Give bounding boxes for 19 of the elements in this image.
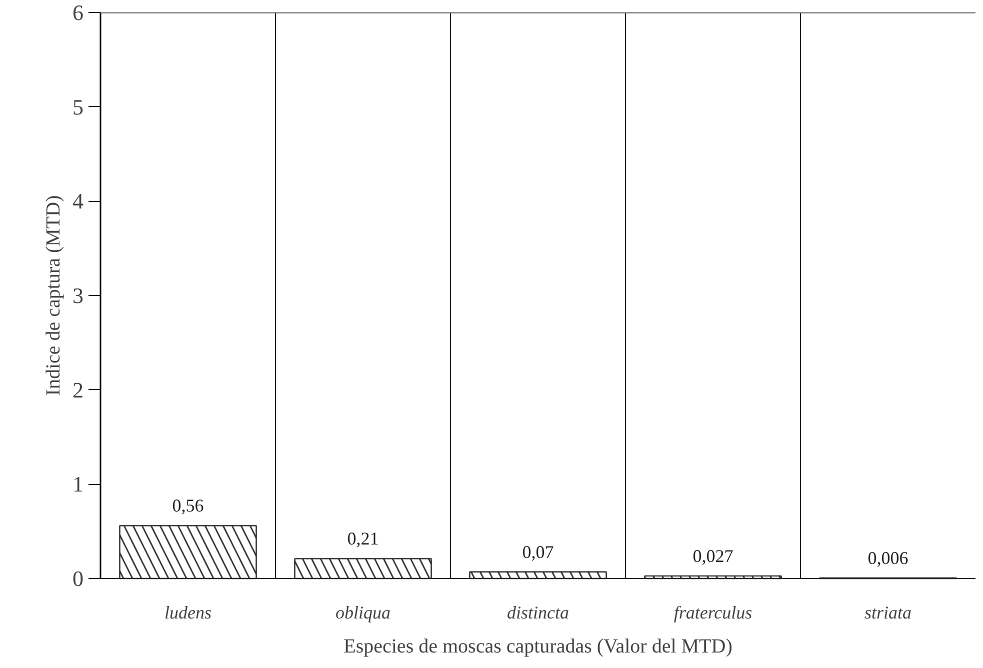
data-label: 0,006 — [868, 548, 908, 568]
y-tick-label: 5 — [72, 94, 84, 120]
x-tick-label: distincta — [507, 602, 569, 622]
y-tick-label: 0 — [72, 566, 84, 591]
y-axis-title: Indice de captura (MTD) — [42, 195, 64, 396]
x-tick-label: fraterculus — [674, 602, 752, 622]
x-tick-label: ludens — [164, 602, 212, 622]
data-label: 0,07 — [522, 542, 554, 562]
data-label: 0,56 — [172, 496, 204, 516]
y-tick-label: 1 — [72, 472, 84, 497]
y-tick-label: 6 — [72, 0, 84, 25]
y-tick-label: 3 — [72, 283, 84, 308]
y-tick-label: 2 — [72, 377, 84, 402]
data-label: 0,027 — [692, 546, 734, 566]
x-tick-label: striata — [864, 602, 912, 622]
data-label: 0,21 — [347, 528, 379, 549]
x-tick-label: obliqua — [336, 602, 391, 622]
y-tick-label: 4 — [72, 188, 84, 214]
x-axis-title: Especies de moscas capturadas (Valor del MTD) — [344, 636, 732, 658]
